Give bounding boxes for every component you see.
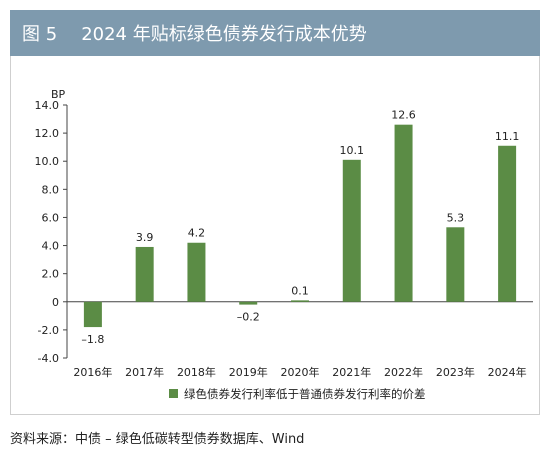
figure-title: 2024 年贴标绿色债券发行成本优势	[81, 24, 367, 45]
x-tick-label: 2024年	[488, 365, 527, 379]
y-tick-label: 12.0	[35, 127, 60, 140]
data-label: 10.1	[340, 144, 365, 157]
figure-number: 图 5	[22, 24, 58, 45]
data-label: 12.6	[391, 109, 416, 122]
x-tick-label: 2017年	[125, 365, 164, 379]
x-tick-label: 2023年	[436, 365, 475, 379]
bar	[83, 301, 102, 328]
bar	[342, 159, 361, 302]
y-tick-label: 6.0	[42, 211, 60, 224]
bar	[498, 145, 517, 302]
y-tick-label: 4.0	[42, 240, 60, 253]
data-label: –0.2	[237, 311, 260, 324]
data-label: –1.8	[81, 333, 104, 346]
bar	[446, 227, 465, 302]
x-tick-label: 2016年	[73, 365, 112, 379]
x-tick-label: 2021年	[332, 365, 371, 379]
y-tick-label: 14.0	[35, 99, 60, 112]
chart-frame: BP -4.0 -2.0 0 2.0 4.0 6.0 8.0 10.0 12.0 14.0 –1.…	[10, 56, 540, 415]
bar	[187, 242, 206, 302]
bar	[291, 300, 309, 302]
data-label: 11.1	[495, 130, 520, 143]
y-tick-label: 10.0	[35, 155, 60, 168]
y-tick-label: -4.0	[38, 352, 59, 365]
y-tick-label: 8.0	[42, 183, 60, 196]
data-label: 4.2	[188, 227, 206, 240]
data-label: 5.3	[447, 211, 465, 224]
bar	[239, 301, 258, 305]
x-tick-label: 2018年	[177, 365, 216, 379]
y-axis-unit: BP	[51, 88, 66, 101]
y-tick-label: 2.0	[42, 268, 60, 281]
figure-header: 图 5 2024 年贴标绿色债券发行成本优势	[10, 10, 540, 56]
legend-label: 绿色债券发行利率低于普通债券发行利率的价差	[184, 387, 426, 401]
y-tick-label: 0	[52, 296, 59, 309]
legend-swatch	[169, 389, 178, 398]
source-note: 资料来源：中债 – 绿色低碳转型债券数据库、Wind	[10, 432, 305, 447]
x-tick-label: 2019年	[229, 365, 268, 379]
bar	[135, 246, 154, 302]
data-label: 3.9	[136, 231, 154, 244]
bar-chart: BP -4.0 -2.0 0 2.0 4.0 6.0 8.0 10.0 12.0 14.0 –1.…	[35, 88, 533, 401]
x-tick-label: 2022年	[384, 365, 423, 379]
data-label: 0.1	[291, 284, 309, 297]
x-tick-label: 2020年	[281, 365, 320, 379]
bar	[394, 124, 413, 302]
y-tick-label: -2.0	[38, 324, 59, 337]
